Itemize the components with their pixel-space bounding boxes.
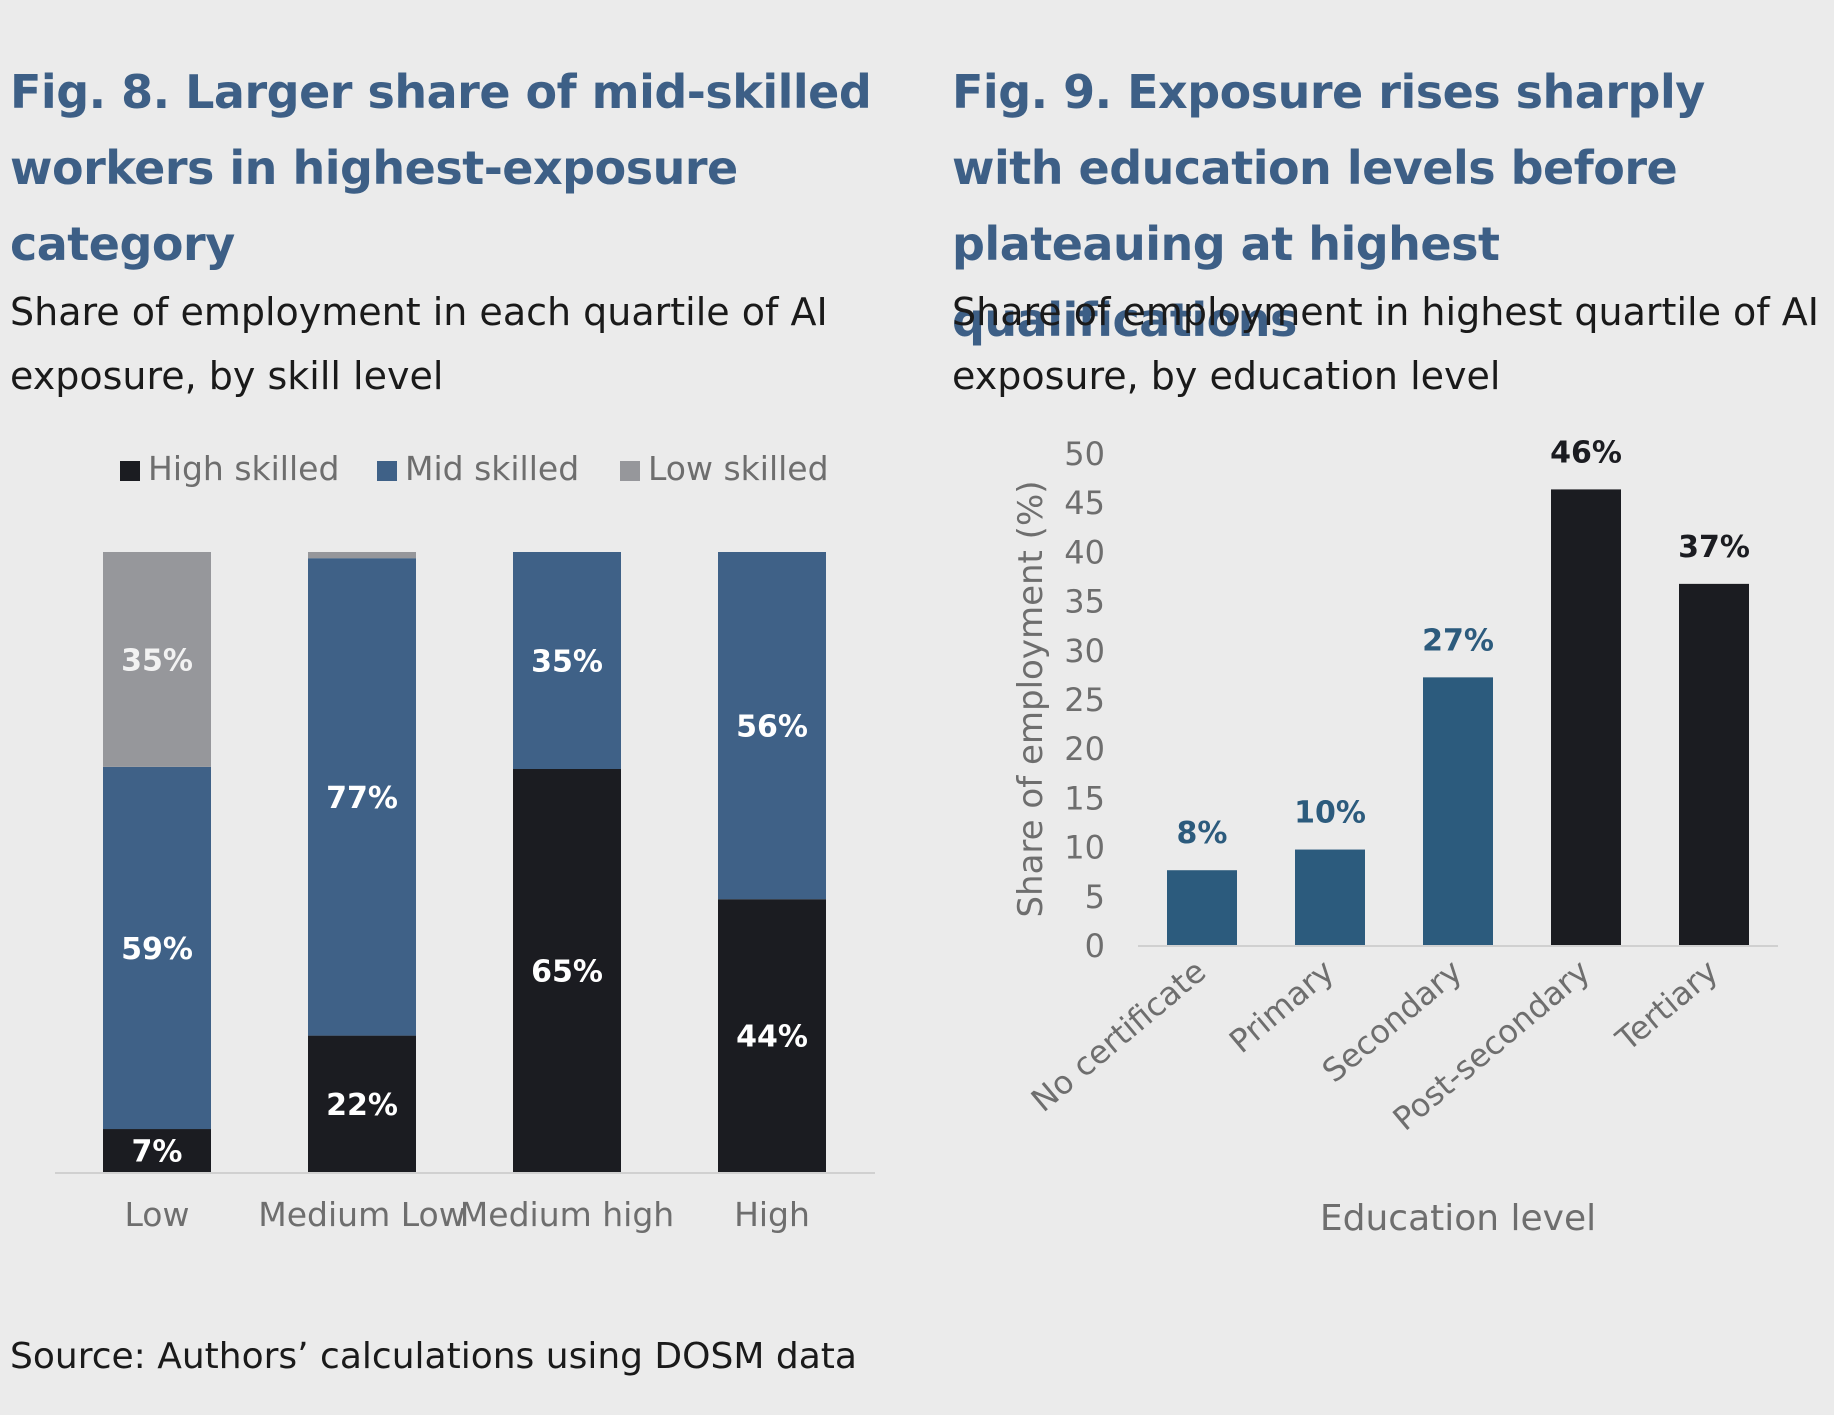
bar-3: [1551, 489, 1621, 945]
data-label-0: 8%: [1177, 816, 1228, 851]
data-label-2: 27%: [1422, 623, 1494, 658]
fig9-title: Fig. 9. Exposure rises sharply with educ…: [952, 65, 1705, 347]
x-tick-label-3: High: [734, 1195, 810, 1234]
bar-segment-1-0: [308, 1035, 416, 1172]
bar-segment-1-2: [308, 552, 416, 559]
data-label-1: 10%: [1294, 796, 1366, 831]
data-label-3: 46%: [1550, 435, 1622, 470]
legend-label-2: Low skilled: [648, 449, 829, 488]
y-tick-label-10: 50: [1064, 435, 1105, 473]
fig8-title: Fig. 8. Larger share of mid-skilled work…: [10, 65, 872, 271]
y-tick-label-7: 35: [1064, 583, 1105, 621]
data-label-0-2: 35%: [121, 643, 193, 678]
bar-segment-3-0: [718, 899, 826, 1172]
y-tick-label-4: 20: [1064, 730, 1105, 768]
data-label-3-1: 56%: [736, 710, 808, 745]
fig8-chart: High skilled Mid skilled Low skilled 7% 59% 3…: [55, 449, 875, 1234]
fig9-subtitle: Share of employment in highest quartile …: [952, 290, 1819, 398]
y-tick-label-1: 5: [1085, 878, 1105, 916]
legend-swatch-2: [620, 461, 640, 481]
y-tick-label-6: 30: [1064, 632, 1105, 670]
y-tick-label-8: 40: [1064, 533, 1105, 571]
data-label-1-1: 77%: [326, 781, 398, 816]
bar-1: [1295, 849, 1365, 945]
bar-segment-0-1: [103, 766, 211, 1130]
bar-segment-3-1: [718, 552, 826, 900]
x-tick-label-4: Tertiary: [1608, 952, 1725, 1059]
y-tick-label-2: 10: [1064, 829, 1105, 867]
data-label-1-0: 22%: [326, 1088, 398, 1123]
data-label-0-0: 7%: [132, 1135, 183, 1170]
data-label-3-0: 44%: [736, 1020, 808, 1055]
bar-2: [1423, 677, 1493, 945]
bar-segment-1-1: [308, 558, 416, 1036]
bar-4: [1679, 583, 1749, 945]
y-tick-label-0: 0: [1085, 927, 1105, 965]
legend-label-1: Mid skilled: [405, 449, 579, 488]
data-label-4: 37%: [1678, 530, 1750, 565]
fig8-subtitle: Share of employment in each quartile of …: [10, 290, 828, 398]
y-tick-label-3: 15: [1064, 779, 1105, 817]
legend-swatch-0: [120, 461, 140, 481]
y-tick-label-5: 25: [1064, 681, 1105, 719]
bar-0: [1167, 870, 1237, 945]
x-tick-label-0: Low: [125, 1195, 190, 1234]
fig9-chart: 0 5 10 15 20 25 30 35 40 45 50 Share of employment …: [1011, 435, 1778, 1239]
x-axis-title: Education level: [1320, 1198, 1596, 1239]
data-label-2-1: 35%: [531, 645, 603, 680]
x-tick-label-1: Medium Low: [258, 1195, 465, 1234]
bar-segment-2-1: [513, 552, 621, 769]
data-label-0-1: 59%: [121, 932, 193, 967]
x-tick-label-2: Medium high: [460, 1195, 674, 1234]
y-axis-title: Share of employment (%): [1011, 480, 1051, 917]
bar-segment-0-2: [103, 552, 211, 767]
x-tick-label-1: Primary: [1222, 952, 1341, 1061]
x-tick-label-0: No certificate: [1024, 952, 1213, 1119]
bar-segment-2-0: [513, 769, 621, 1172]
y-tick-label-9: 45: [1064, 484, 1105, 522]
source-note: Source: Authors’ calculations using DOSM…: [10, 1336, 857, 1377]
bar-segment-0-0: [103, 1129, 211, 1172]
legend-label-0: High skilled: [148, 449, 339, 488]
legend-swatch-1: [377, 461, 397, 481]
data-label-2-0: 65%: [531, 955, 603, 990]
